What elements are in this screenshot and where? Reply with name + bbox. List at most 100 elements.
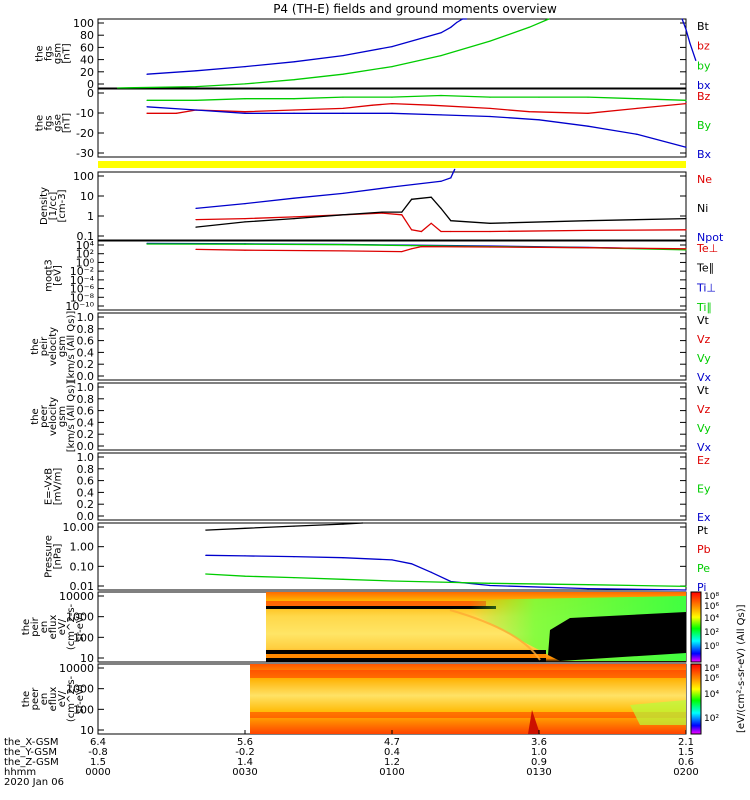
- point-Te: [342, 250, 344, 252]
- point-Til: [244, 243, 246, 245]
- y-axis-label-line: [nT]: [62, 113, 73, 133]
- point-by: [391, 66, 393, 68]
- y-axis-label-line: E=-VxB: [44, 468, 55, 505]
- y-axis-label-line: peer: [30, 687, 41, 711]
- point-by: [244, 83, 246, 85]
- point-Ni: [430, 196, 432, 198]
- point-Pt: [244, 527, 246, 529]
- legend-Ex: Ex: [697, 511, 711, 524]
- point-bx: [461, 18, 464, 20]
- colorbar-lower: [690, 663, 702, 735]
- point-Bz: [244, 111, 246, 113]
- point-Npot: [391, 186, 393, 188]
- point-By: [685, 99, 687, 101]
- x-tick-label: 0130: [526, 767, 551, 778]
- point-Bz: [371, 104, 373, 106]
- y-axis-label-line: velocity: [48, 397, 59, 436]
- y-tick-label: 10000: [59, 662, 94, 675]
- y-axis-label-line: en: [39, 693, 50, 706]
- point-Bx: [636, 133, 638, 135]
- y-axis-label-line: [km/s (All Qs)]: [66, 381, 77, 453]
- y-tick-label: 0.6: [77, 335, 95, 348]
- y-axis-label-line: the: [35, 45, 46, 61]
- y-tick-label: -10: [76, 107, 94, 120]
- y-axis-label-line: peer: [39, 404, 50, 428]
- point-Bx: [244, 112, 246, 114]
- legend-Vx: Vx: [697, 371, 712, 384]
- y-tick-label: 80: [80, 29, 94, 42]
- colorbar-upper: [690, 591, 702, 663]
- point-Ne: [440, 230, 442, 233]
- y-axis-label: Pressure[nPa]: [44, 535, 64, 578]
- point-Pi: [411, 563, 413, 565]
- ion-low-orange-band: [266, 654, 546, 658]
- point-Ni: [587, 220, 589, 222]
- point-Ne: [685, 229, 687, 231]
- point-Ne: [450, 230, 452, 233]
- legend-Vt: Vt: [697, 314, 710, 327]
- point-Pi: [391, 559, 393, 561]
- point-Npot: [342, 192, 344, 195]
- panel-peer-velocity: 1.00.80.60.40.20.0thepeervelocitygsm[km/…: [30, 381, 712, 454]
- electron-burst: [528, 710, 540, 734]
- point-Ne: [401, 214, 403, 216]
- y-axis-label-line: gsm: [57, 336, 68, 357]
- point-Te: [244, 249, 246, 251]
- point-Bx: [146, 106, 148, 108]
- point-bx: [450, 26, 452, 28]
- point-By: [391, 96, 393, 98]
- y-tick-label: 10: [80, 724, 94, 737]
- legend-Bt: Bt: [697, 20, 710, 33]
- y-tick-label: 0.8: [77, 463, 95, 476]
- y-tick-label: 10: [80, 652, 94, 665]
- x-tick-label: 5.6: [237, 737, 253, 748]
- y-axis-label-line: gsm: [57, 406, 68, 427]
- y-tick-label: 1.0: [77, 311, 95, 324]
- y-tick-label: 0.1: [77, 230, 95, 243]
- legend-By: By: [697, 119, 712, 132]
- x-tick-label: 1.2: [384, 757, 400, 768]
- y-tick-label: 0: [87, 87, 94, 100]
- y-tick-label: 10⁰: [76, 256, 95, 269]
- y-tick-label: 100: [73, 703, 94, 716]
- y-axis-label-line: peir: [39, 336, 50, 356]
- point-Te: [685, 248, 687, 250]
- point-Bz: [636, 107, 638, 110]
- legend-Vy: Vy: [697, 422, 711, 435]
- legend-Te∥: Te∥: [696, 262, 714, 275]
- point-Ni: [489, 222, 491, 224]
- y-tick-label: 1.0: [77, 381, 95, 394]
- y-axis-label-line: eV/: [57, 690, 68, 707]
- panel-frame: [97, 88, 687, 158]
- point-Bz: [528, 111, 530, 113]
- y-axis-label: thefgsgsm[nT]: [35, 43, 73, 64]
- y-axis-label-line: [km/s (All Qs)]: [66, 311, 77, 383]
- electron-dark-band: [250, 712, 686, 718]
- y-axis-label-line: [mV/m]: [53, 468, 64, 506]
- y-tick-label: 0.2: [77, 428, 95, 441]
- series-Bx: [146, 106, 687, 148]
- panel-peer-en-eflux: 10000 1000 100 10 thepeerenefluxeV/(cm^2-s-s…: [21, 662, 687, 737]
- legend-Vy: Vy: [697, 352, 711, 365]
- panel-frame: [97, 171, 687, 241]
- legend-Ti⊥: Ti⊥: [696, 281, 716, 294]
- point-Bx: [391, 112, 393, 114]
- ion-spectrogram: [266, 592, 686, 662]
- point-Bz: [685, 102, 687, 105]
- point-by: [293, 79, 295, 81]
- y-tick-label: 0.6: [77, 475, 95, 488]
- x-tick-label: 4.7: [384, 737, 400, 748]
- point-Ne: [195, 218, 197, 221]
- y-axis-label-line: sr-eV): [75, 684, 86, 713]
- point-Ni: [685, 217, 687, 220]
- y-tick-label: 0.10: [70, 560, 95, 573]
- y-tick-label: 1000: [66, 683, 94, 696]
- point-By: [440, 94, 442, 97]
- point-Til: [685, 249, 687, 251]
- panel-density: 100 10 1 0.1 Density[1/cc][cm-3] Ne Ni Npot: [39, 168, 724, 244]
- point-bx: [391, 46, 393, 48]
- electron-red-band: [250, 670, 686, 678]
- panel-frame: [97, 18, 687, 89]
- x-tick-label: 0.6: [678, 757, 694, 768]
